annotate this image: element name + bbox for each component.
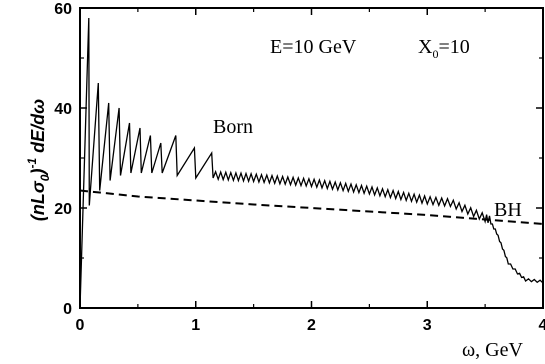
born-curve: [79, 17, 544, 309]
curves: [79, 17, 544, 309]
born-label: Born: [213, 116, 253, 138]
x-tick-label: 3: [423, 317, 432, 334]
x-tick-label: 1: [191, 317, 200, 334]
y-tick-label: 40: [54, 101, 72, 118]
y-tick-label: 0: [63, 301, 72, 318]
x-tick-label: 2: [307, 317, 316, 334]
bh-curve: [79, 189, 544, 225]
x0-annotation: X0=10: [418, 36, 470, 61]
y-tick-label: 20: [54, 201, 72, 218]
x-tick-label: 4: [539, 317, 545, 334]
y-axis-label: (nLσ0)-1 dE/dω: [25, 99, 52, 221]
y-tick-label: 60: [54, 1, 72, 18]
x-tick-label: 0: [76, 317, 85, 334]
energy-annotation: E=10 GeV: [270, 36, 357, 58]
bh-label: BH: [494, 199, 522, 221]
x-axis-label: ω, GeV: [462, 339, 523, 361]
